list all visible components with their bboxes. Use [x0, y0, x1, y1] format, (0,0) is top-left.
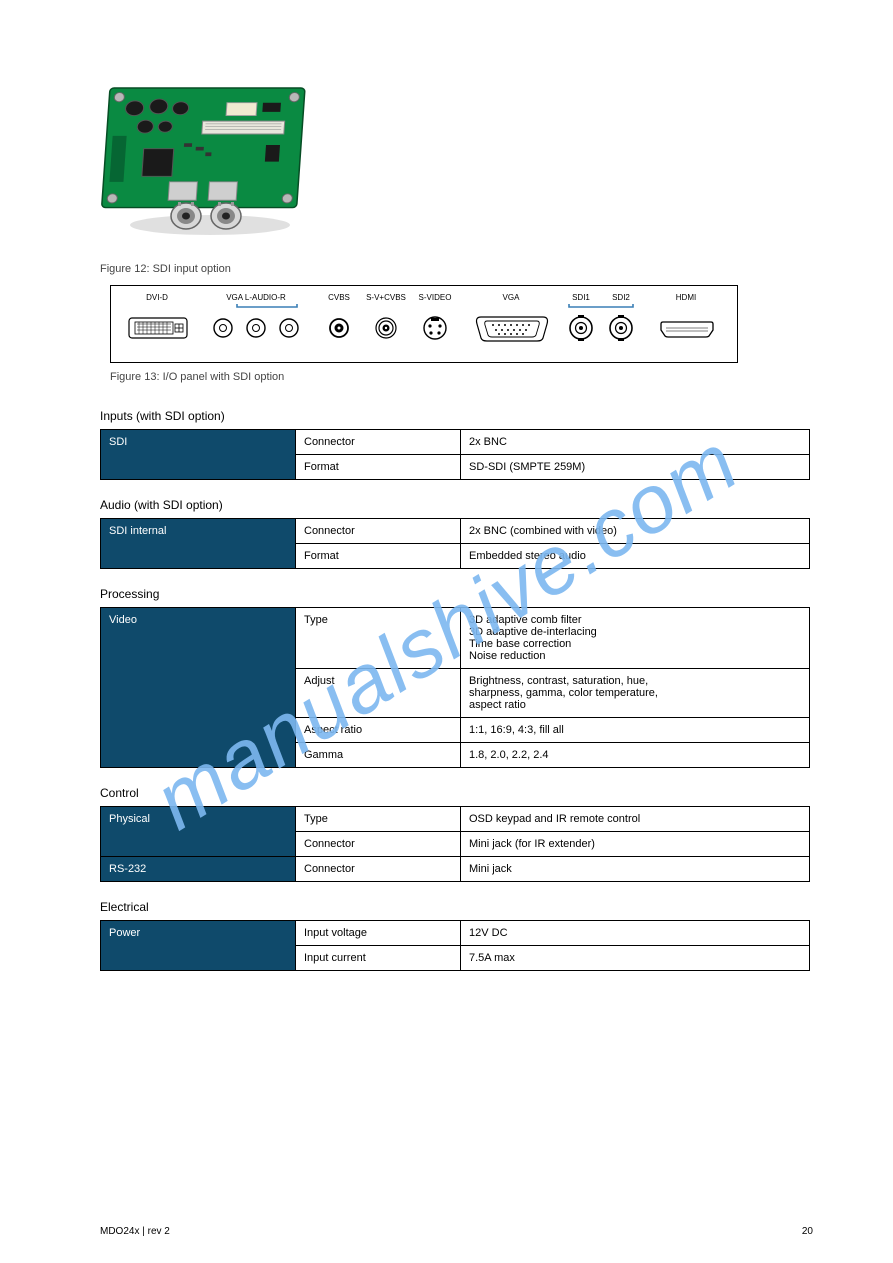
label-cvbs: CVBS	[328, 293, 350, 302]
bnc-icon	[570, 315, 592, 341]
page-footer: MDO24x | rev 2 20	[0, 1226, 893, 1237]
table-row: SDI internalConnector2x BNC (combined wi…	[101, 519, 810, 544]
row-header: Video	[101, 608, 296, 768]
spec-value: Embedded stereo audio	[461, 544, 810, 569]
spec-label: Adjust	[296, 669, 461, 718]
section-title: Processing	[100, 587, 813, 601]
spec-value: 3D adaptive comb filter 3D adaptive de-i…	[461, 608, 810, 669]
row-header: SDI internal	[101, 519, 296, 569]
label-sdi1: SDI1	[572, 293, 590, 302]
table-row: PowerInput voltage12V DC	[101, 921, 810, 946]
label-vga-audio: VGA L-AUDIO-R	[226, 293, 286, 302]
spec-label: Input voltage	[296, 921, 461, 946]
row-header: RS-232	[101, 857, 296, 882]
vga-port-icon	[477, 317, 548, 341]
rca2-icon	[376, 318, 396, 338]
spec-table: PowerInput voltage12V DCInput current7.5…	[100, 920, 810, 971]
row-header: Physical	[101, 807, 296, 857]
table-row: PhysicalTypeOSD keypad and IR remote con…	[101, 807, 810, 832]
spec-value: Brightness, contrast, saturation, hue, s…	[461, 669, 810, 718]
spec-table: SDI internalConnector2x BNC (combined wi…	[100, 518, 810, 569]
bnc-icon	[610, 315, 632, 341]
spec-table: VideoType3D adaptive comb filter 3D adap…	[100, 607, 810, 768]
spec-label: Input current	[296, 946, 461, 971]
spec-value: Mini jack	[461, 857, 810, 882]
spec-label: Connector	[296, 857, 461, 882]
spec-sections: Inputs (with SDI option)SDIConnector2x B…	[100, 409, 813, 971]
footer-right: 20	[802, 1226, 813, 1237]
rca-icon	[330, 319, 348, 337]
hdmi-port-icon	[661, 322, 713, 337]
spec-value: 12V DC	[461, 921, 810, 946]
panel-caption: Figure 13: I/O panel with SDI option	[110, 371, 813, 383]
svideo-icon	[424, 317, 446, 339]
spec-label: Type	[296, 807, 461, 832]
spec-label: Connector	[296, 832, 461, 857]
minijack-icon	[214, 319, 298, 337]
label-svcvbs: S-V+CVBS	[366, 293, 406, 302]
section-title: Inputs (with SDI option)	[100, 409, 813, 423]
spec-label: Connector	[296, 519, 461, 544]
dvi-port-icon	[129, 318, 187, 338]
table-row: SDIConnector2x BNC	[101, 430, 810, 455]
spec-label: Connector	[296, 430, 461, 455]
spec-value: OSD keypad and IR remote control	[461, 807, 810, 832]
table-row: VideoType3D adaptive comb filter 3D adap…	[101, 608, 810, 669]
spec-value: 1.8, 2.0, 2.2, 2.4	[461, 743, 810, 768]
label-vga: VGA	[503, 293, 521, 302]
spec-table: SDIConnector2x BNCFormatSD-SDI (SMPTE 25…	[100, 429, 810, 480]
pcb-board-image	[100, 80, 315, 245]
spec-value: SD-SDI (SMPTE 259M)	[461, 455, 810, 480]
spec-label: Gamma	[296, 743, 461, 768]
footer-left: MDO24x | rev 2	[100, 1226, 170, 1237]
spec-table: PhysicalTypeOSD keypad and IR remote con…	[100, 806, 810, 882]
io-panel-diagram: DVI-D VGA L-AUDIO-R CVBS S-V+CVBS S-VIDE…	[110, 285, 738, 363]
spec-value: 2x BNC (combined with video)	[461, 519, 810, 544]
spec-value: Mini jack (for IR extender)	[461, 832, 810, 857]
spec-label: Format	[296, 544, 461, 569]
table-row: RS-232ConnectorMini jack	[101, 857, 810, 882]
pcb-caption: Figure 12: SDI input option	[100, 263, 813, 275]
spec-value: 1:1, 16:9, 4:3, fill all	[461, 718, 810, 743]
section-title: Audio (with SDI option)	[100, 498, 813, 512]
label-sdi2: SDI2	[612, 293, 630, 302]
label-hdmi: HDMI	[676, 293, 696, 302]
section-title: Electrical	[100, 900, 813, 914]
section-title: Control	[100, 786, 813, 800]
row-header: Power	[101, 921, 296, 971]
row-header: SDI	[101, 430, 296, 480]
spec-label: Format	[296, 455, 461, 480]
spec-label: Type	[296, 608, 461, 669]
label-dvi: DVI-D	[146, 293, 168, 302]
label-svideo: S-VIDEO	[419, 293, 452, 302]
spec-value: 2x BNC	[461, 430, 810, 455]
spec-value: 7.5A max	[461, 946, 810, 971]
spec-label: Aspect ratio	[296, 718, 461, 743]
